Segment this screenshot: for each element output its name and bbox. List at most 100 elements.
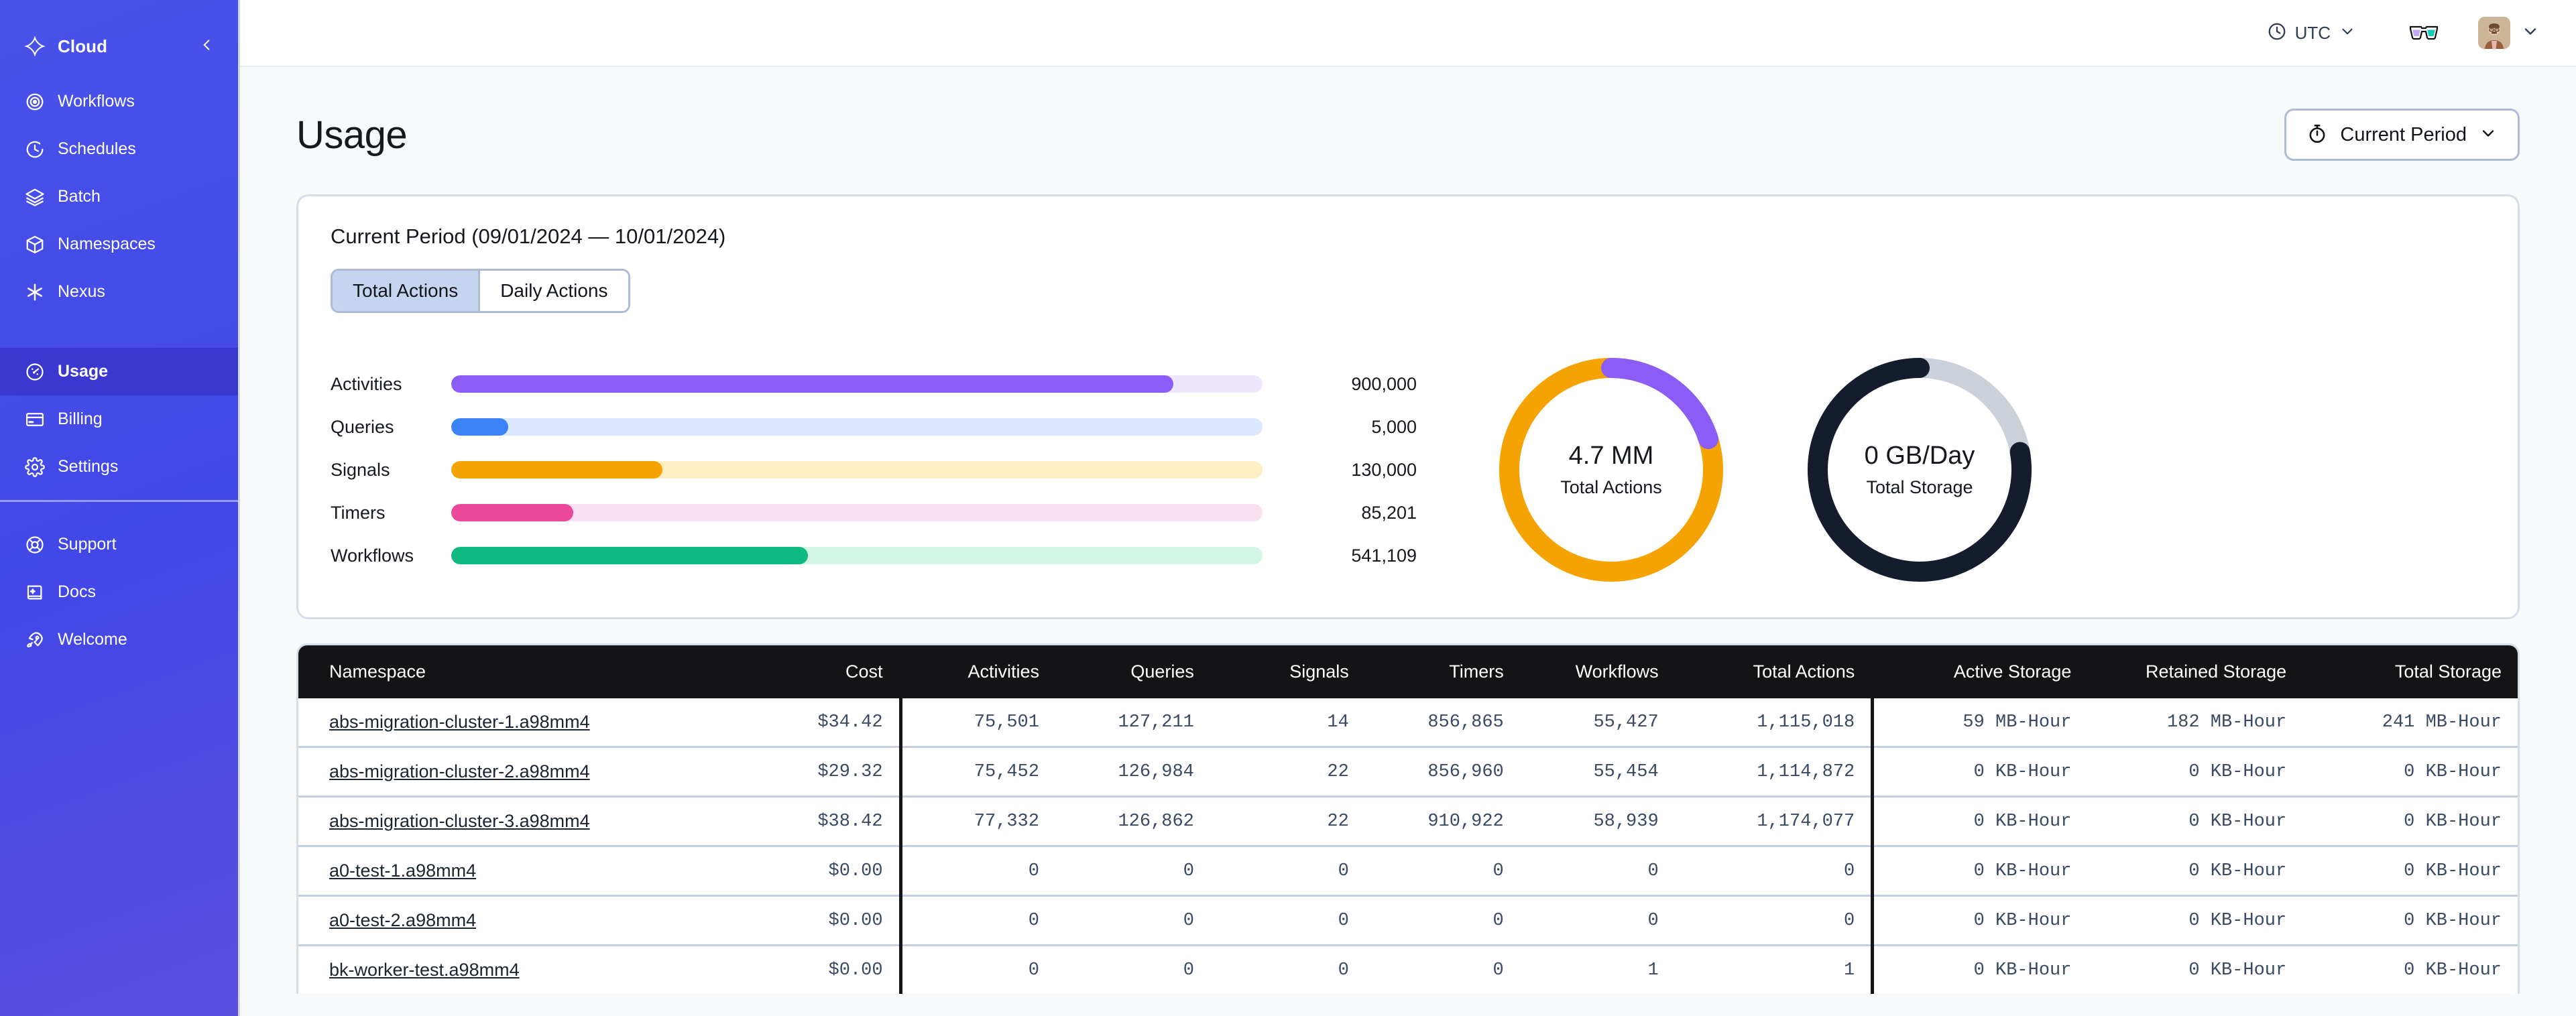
namespace-link[interactable]: abs-migration-cluster-2.a98mm4 xyxy=(329,761,590,781)
sidebar-item-support[interactable]: Support xyxy=(0,521,238,568)
donut-value: 0 GB/Day xyxy=(1864,442,1975,470)
cell-retained-storage: 0 KB-Hour xyxy=(2087,846,2303,897)
avatar[interactable] xyxy=(2478,17,2510,49)
user-menu[interactable] xyxy=(2478,17,2540,49)
welcome-rocket-icon xyxy=(24,629,46,651)
cell-namespace: abs-migration-cluster-3.a98mm4 xyxy=(298,796,780,847)
namespace-link[interactable]: abs-migration-cluster-1.a98mm4 xyxy=(329,712,590,732)
settings-gear-icon xyxy=(24,456,46,478)
table-header-row: Namespace Cost Activities Queries Signal… xyxy=(298,645,2518,698)
column-header-workflows[interactable]: Workflows xyxy=(1519,645,1675,698)
bar-label: Activities xyxy=(331,373,402,394)
bar-fill xyxy=(451,547,809,564)
cell-timers: 0 xyxy=(1364,895,1520,946)
column-header-namespace[interactable]: Namespace xyxy=(298,645,780,698)
cell-cost: $29.32 xyxy=(780,747,902,798)
cell-signals: 0 xyxy=(1338,960,1349,980)
sidebar-item-docs[interactable]: Docs xyxy=(0,568,238,616)
sidebar-item-schedules[interactable]: Schedules xyxy=(0,125,238,173)
bar-track xyxy=(451,504,1263,521)
sidebar-item-label: Settings xyxy=(58,457,119,476)
period-selector-button[interactable]: Current Period xyxy=(2284,109,2520,161)
column-header-total-actions[interactable]: Total Actions xyxy=(1674,645,1875,698)
schedules-clock-icon xyxy=(24,139,46,160)
cell-retained-storage: 0 KB-Hour xyxy=(2087,796,2303,847)
column-header-retained-storage[interactable]: Retained Storage xyxy=(2087,645,2303,698)
sidebar-item-settings[interactable]: Settings xyxy=(0,443,238,491)
chevron-left-icon[interactable] xyxy=(198,36,215,57)
tab-daily-actions[interactable]: Daily Actions xyxy=(480,271,628,311)
namespace-link[interactable]: a0-test-2.a98mm4 xyxy=(329,910,477,930)
cell-cost: $0.00 xyxy=(780,945,902,994)
sidebar-item-namespaces[interactable]: Namespaces xyxy=(0,220,238,268)
cell-cost: $34.42 xyxy=(780,698,902,748)
3d-glasses-icon[interactable] xyxy=(2408,23,2439,43)
column-header-activities[interactable]: Activities xyxy=(900,645,1055,698)
sidebar-item-batch[interactable]: Batch xyxy=(0,173,238,220)
table-row: a0-test-1.a98mm4 $0.00 0 0 0 0 0 0 0 KB-… xyxy=(298,846,2518,897)
sidebar-item-usage[interactable]: Usage xyxy=(0,348,238,395)
cell-total-storage: 0 KB-Hour xyxy=(2302,895,2518,946)
bar-row: Queries 5,000 xyxy=(331,405,1417,448)
bar-track xyxy=(451,418,1263,436)
stopwatch-icon xyxy=(2306,123,2328,147)
cell-total-actions: 0 xyxy=(1674,846,1875,897)
cell-workflows: 1 xyxy=(1647,960,1659,980)
table-row: a0-test-2.a98mm4 $0.00 0 0 0 0 0 0 0 KB-… xyxy=(298,895,2518,946)
sidebar-item-nexus[interactable]: Nexus xyxy=(0,268,238,316)
cell-retained-storage: 0 KB-Hour xyxy=(2087,895,2303,946)
donut-center-label: 4.7 MM Total Actions xyxy=(1490,349,1732,590)
cell-queries: 0 xyxy=(1055,895,1210,946)
billing-card-icon xyxy=(24,409,46,430)
cell-activities: 75,501 xyxy=(900,698,1055,748)
total-actions-donut: 4.7 MM Total Actions xyxy=(1490,349,1732,590)
sidebar-item-workflows[interactable]: Workflows xyxy=(0,78,238,125)
namespace-link[interactable]: a0-test-1.a98mm4 xyxy=(329,861,477,881)
timezone-selector[interactable]: UTC xyxy=(2267,21,2356,45)
cell-retained-storage: 0 KB-Hour xyxy=(2188,960,2287,980)
cell-signals: 14 xyxy=(1210,698,1365,748)
cell-total-actions: 1,115,018 xyxy=(1674,698,1875,748)
column-header-signals[interactable]: Signals xyxy=(1210,645,1365,698)
column-header-total-storage[interactable]: Total Storage xyxy=(2302,645,2518,698)
cell-timers: 0 xyxy=(1492,960,1504,980)
donut-center-label: 0 GB/Day Total Storage xyxy=(1799,349,2040,590)
cell-signals: 22 xyxy=(1210,747,1365,798)
sidebar-footer-group: Support Docs Welcome xyxy=(0,521,238,663)
bar-value: 85,201 xyxy=(1361,502,1417,523)
sidebar-item-label: Nexus xyxy=(58,282,105,301)
cell-workflows: 55,427 xyxy=(1519,698,1675,748)
cell-signals: 0 xyxy=(1210,846,1365,897)
cell-namespace: a0-test-2.a98mm4 xyxy=(298,895,780,946)
timezone-label: UTC xyxy=(2294,22,2331,43)
nexus-asterisk-icon xyxy=(24,281,46,303)
bar-label: Timers xyxy=(331,502,386,523)
bar-track xyxy=(451,375,1263,393)
column-header-active-storage[interactable]: Active Storage xyxy=(1872,645,2088,698)
table-row: abs-migration-cluster-2.a98mm4 $29.32 75… xyxy=(298,747,2518,798)
column-header-cost[interactable]: Cost xyxy=(780,645,902,698)
sidebar-item-welcome[interactable]: Welcome xyxy=(0,616,238,663)
cell-timers: 0 xyxy=(1364,846,1520,897)
sidebar-primary-group: Workflows Schedules Batch Namespaces xyxy=(0,78,238,316)
sidebar-item-label: Workflows xyxy=(58,92,135,111)
cell-workflows: 58,939 xyxy=(1519,796,1675,847)
temporal-logo-icon xyxy=(24,36,46,57)
cell-queries: 126,862 xyxy=(1055,796,1210,847)
cell-cost: $38.42 xyxy=(780,796,902,847)
tab-total-actions[interactable]: Total Actions xyxy=(333,271,481,311)
usage-gauge-icon xyxy=(24,361,46,383)
sidebar-secondary-group: Usage Billing Settings xyxy=(0,348,238,491)
summary-card-body: Activities 900,000 Queries 5,000 xyxy=(331,349,2485,590)
bar-row: Activities 900,000 xyxy=(331,363,1417,405)
sidebar-item-billing[interactable]: Billing xyxy=(0,395,238,443)
cell-namespace: abs-migration-cluster-1.a98mm4 xyxy=(298,698,780,748)
column-header-queries[interactable]: Queries xyxy=(1055,645,1210,698)
namespace-link[interactable]: bk-worker-test.a98mm4 xyxy=(329,960,520,980)
cell-total-actions: 1 xyxy=(1674,945,1875,994)
namespace-link[interactable]: abs-migration-cluster-3.a98mm4 xyxy=(329,811,590,831)
batch-layers-icon xyxy=(24,186,46,208)
cell-cost: $0.00 xyxy=(780,895,902,946)
column-header-timers[interactable]: Timers xyxy=(1364,645,1520,698)
sidebar-brand[interactable]: Cloud xyxy=(0,27,238,66)
